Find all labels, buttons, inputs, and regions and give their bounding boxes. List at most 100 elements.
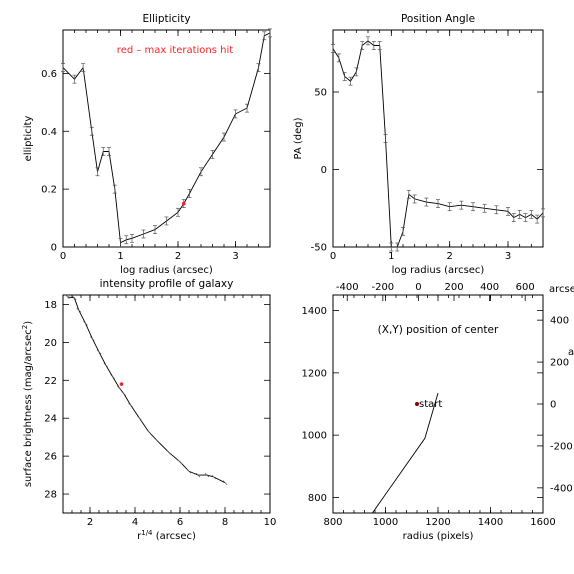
annotation-text: red – max iterations hit [117, 45, 233, 56]
start-label: start [419, 399, 442, 410]
right-axis-label: arcsec [568, 347, 574, 358]
y-tick-label: 800 [308, 493, 327, 504]
inner-title: (X,Y) position of center [378, 324, 499, 336]
y-tick-label: -50 [311, 243, 327, 254]
right-tick-label: 400 [550, 316, 569, 327]
data-point [177, 459, 183, 465]
y-axis-label: ellipticity [23, 116, 34, 162]
x-tick-label: 1200 [425, 517, 450, 528]
red-point [119, 382, 124, 386]
y-axis-label: PA (deg) [293, 117, 304, 159]
y-tick-label: 24 [44, 414, 57, 425]
chart-title: Position Angle [401, 13, 475, 25]
top-axis-label: arcsec [549, 284, 574, 295]
x-tick-label: 0 [330, 251, 336, 262]
data-point [65, 294, 70, 300]
x-tick-label: 1 [117, 251, 123, 262]
top-tick-label: -400 [336, 282, 359, 293]
data-point [222, 480, 228, 485]
y-axis-label: surface brightness (mag/arcsec2) [21, 321, 34, 487]
data-point [121, 391, 126, 396]
x-axis-label-sup: 1/4 [141, 529, 153, 537]
y-tick-label: 1400 [302, 306, 327, 317]
right-tick-label: -400 [550, 483, 573, 494]
x-tick-label: 2 [446, 251, 452, 262]
data-point [155, 438, 160, 444]
data-point [166, 450, 171, 455]
top-tick-label: 400 [480, 282, 499, 293]
x-axis-label: log radius (arcsec) [120, 265, 213, 276]
start-marker [415, 402, 419, 406]
y-tick-label: 0.2 [41, 185, 57, 196]
y-tick-label: 0 [321, 165, 327, 176]
data-point [146, 429, 151, 434]
y-tick-label: 1200 [302, 368, 327, 379]
data-point [76, 307, 81, 313]
x-tick-label: 3 [232, 251, 238, 262]
y-tick-label: 18 [44, 300, 57, 311]
chart-title: intensity profile of galaxy [100, 278, 234, 290]
data-point [96, 349, 102, 355]
data-point [195, 472, 201, 478]
chart-title: Ellipticity [142, 13, 190, 25]
x-tick-label: 1400 [478, 517, 503, 528]
data-point [204, 472, 210, 478]
data-point [137, 415, 142, 421]
data-point [103, 362, 108, 368]
y-tick-label: 0.6 [41, 69, 57, 80]
series-line [63, 32, 270, 244]
x-tick-label: 1 [388, 251, 394, 262]
data-point [90, 336, 95, 341]
top-tick-label: 200 [444, 282, 463, 293]
y-tick-label: 26 [44, 452, 57, 463]
series-line [67, 296, 226, 484]
y-axis-label-sup: 2 [21, 325, 29, 329]
x-tick-label: 2 [87, 517, 93, 528]
x-tick-label: 4 [132, 517, 138, 528]
x-tick-label: 0 [60, 251, 66, 262]
x-tick-label: 1000 [373, 517, 398, 528]
red-point [181, 201, 186, 206]
x-tick-label: 10 [264, 517, 277, 528]
y-tick-label: 28 [44, 490, 57, 501]
x-tick-label: 2 [175, 251, 181, 262]
right-tick-label: 200 [550, 358, 569, 369]
data-point [128, 402, 133, 408]
x-axis-label-rest: (arcsec) [153, 531, 196, 542]
data-point [83, 321, 88, 326]
y-tick-label: 50 [314, 88, 327, 99]
plot-frame [62, 29, 271, 248]
y-tick-label: 0.4 [41, 127, 57, 138]
x-tick-label: 8 [222, 517, 228, 528]
right-tick-label: 0 [550, 400, 556, 411]
y-tick-label: 0 [51, 243, 57, 254]
series-line [372, 392, 439, 513]
right-tick-label: -200 [550, 441, 573, 452]
y-axis-label-rest: ) [23, 321, 34, 325]
x-tick-label: 800 [323, 517, 342, 528]
data-point [186, 469, 192, 474]
top-tick-label: -200 [371, 282, 394, 293]
top-tick-label: 0 [415, 282, 421, 293]
y-tick-label: 1000 [302, 431, 327, 442]
y-tick-label: 20 [44, 338, 57, 349]
x-tick-label: 3 [505, 251, 511, 262]
panel-ell: Ellipticity 0 1 2 3 0 0.2 0.4 0.6 log radius (arc… [23, 13, 272, 276]
y-tick-label: 22 [44, 376, 57, 387]
x-axis-label: log radius (arcsec) [392, 265, 485, 276]
data-point [110, 374, 115, 379]
x-axis-label: radius (pixels) [403, 531, 474, 542]
panel-xy: (X,Y) position of center 800 1000 1200 1400 1… [302, 282, 574, 542]
data-point [72, 295, 77, 301]
data-point [211, 474, 216, 480]
x-tick-label: 1600 [530, 517, 555, 528]
series-line [333, 40, 543, 247]
x-tick-label: 6 [177, 517, 183, 528]
plot-frame [62, 294, 271, 514]
top-tick-label: 600 [516, 282, 535, 293]
data-point [117, 385, 122, 391]
x-axis-label: r1/4 (arcsec) [137, 529, 196, 542]
